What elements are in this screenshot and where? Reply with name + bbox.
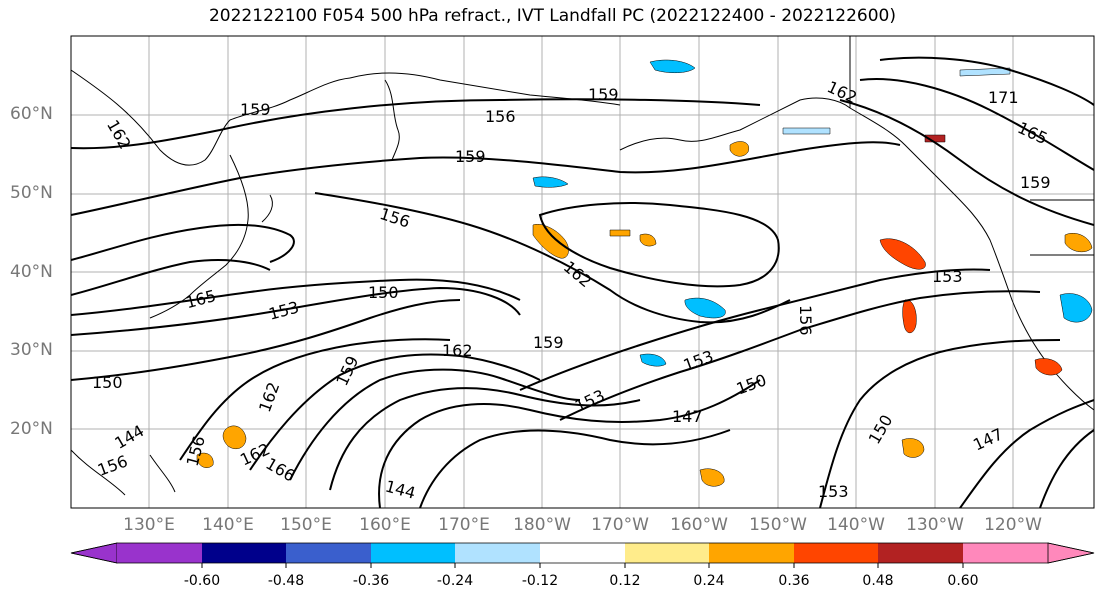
colorbar-tick-label: 0.12 <box>609 573 641 589</box>
colorbar-bin <box>371 543 455 563</box>
colorbar-tick-label: 0.48 <box>862 573 894 589</box>
colorbar-bin <box>202 543 286 563</box>
colorbar-bin <box>878 543 963 563</box>
colorbar-bin <box>963 543 1048 563</box>
lat-label-60n: 60°N <box>10 104 53 124</box>
contour-label: 147 <box>672 407 703 426</box>
lon-label-140e: 140°E <box>202 515 254 535</box>
colorbar-bin <box>709 543 794 563</box>
contour-label: 144 <box>383 476 417 502</box>
lat-label-20n: 20°N <box>10 419 53 439</box>
contour-label: 159 <box>1020 173 1051 192</box>
contour-label: 150 <box>368 283 399 302</box>
contour-label: 162 <box>255 380 283 415</box>
contour-label: 153 <box>932 267 963 286</box>
map-title: 2022122100 F054 500 hPa refract., IVT La… <box>208 6 896 26</box>
contour-label: 150 <box>92 373 123 392</box>
colorbar-tick-label: -0.36 <box>352 573 390 589</box>
colorbar-bin <box>540 543 625 563</box>
colorbar-extend-min <box>70 542 118 564</box>
colorbar-extend-max <box>1047 542 1095 564</box>
lat-label-40n: 40°N <box>10 262 53 282</box>
colorbar-tick-label: 0.60 <box>947 573 979 589</box>
map-frame <box>70 35 1095 509</box>
colorbar-tick-label: 0.36 <box>778 573 810 589</box>
contour-label: 162 <box>442 341 473 360</box>
contour-label: 156 <box>377 204 412 232</box>
lon-label-180w: 180°W <box>513 515 571 535</box>
colorbar-bin <box>455 543 540 563</box>
contour-label: 156 <box>796 305 815 336</box>
lon-label-150w: 150°W <box>749 515 807 535</box>
contour-label: 159 <box>533 333 564 352</box>
contour-label: 156 <box>485 107 516 126</box>
lat-label-30n: 30°N <box>10 340 53 360</box>
lon-label-120w: 120°W <box>984 515 1042 535</box>
lon-label-160e: 160°E <box>359 515 411 535</box>
contour-label: 159 <box>455 147 486 166</box>
lon-label-140w: 140°W <box>827 515 885 535</box>
colorbar-bin <box>625 543 709 563</box>
contour-label: 153 <box>572 386 608 416</box>
contour-label: 153 <box>267 297 301 323</box>
colorbar <box>70 542 1095 568</box>
colorbar-tick-label: 0.24 <box>693 573 725 589</box>
graticule <box>71 36 1094 508</box>
contour-label: 159 <box>332 353 362 389</box>
colorbar-outline <box>70 542 1095 564</box>
contour-label: 156 <box>95 451 130 479</box>
contour-label: 159 <box>588 85 619 104</box>
colorbar-bin <box>794 543 878 563</box>
lon-label-150e: 150°E <box>280 515 332 535</box>
colorbar-bin <box>286 543 371 563</box>
lon-label-130w: 130°W <box>906 515 964 535</box>
colorbar-tick-label: -0.12 <box>521 573 559 589</box>
lon-label-130e: 130°E <box>123 515 175 535</box>
colorbar-tick-label: -0.24 <box>436 573 474 589</box>
contour-label: 165 <box>1015 118 1051 148</box>
contour-label: 150 <box>734 370 769 398</box>
contour-label: 162 <box>560 257 596 291</box>
refractivity-contours <box>71 56 1094 508</box>
contour-label: 159 <box>240 100 271 119</box>
contour-label: 153 <box>818 482 849 501</box>
contour-label: 144 <box>111 421 147 453</box>
lon-label-170e: 170°E <box>438 515 490 535</box>
contour-label: 171 <box>988 88 1019 107</box>
colorbar-bin <box>117 543 202 563</box>
contour-label: 165 <box>184 286 218 312</box>
colorbar-tick-label: -0.48 <box>267 573 305 589</box>
lon-label-160w: 160°W <box>670 515 728 535</box>
colorbar-tick-label: -0.60 <box>183 573 221 589</box>
lat-label-50n: 50°N <box>10 183 53 203</box>
lon-label-170w: 170°W <box>591 515 649 535</box>
